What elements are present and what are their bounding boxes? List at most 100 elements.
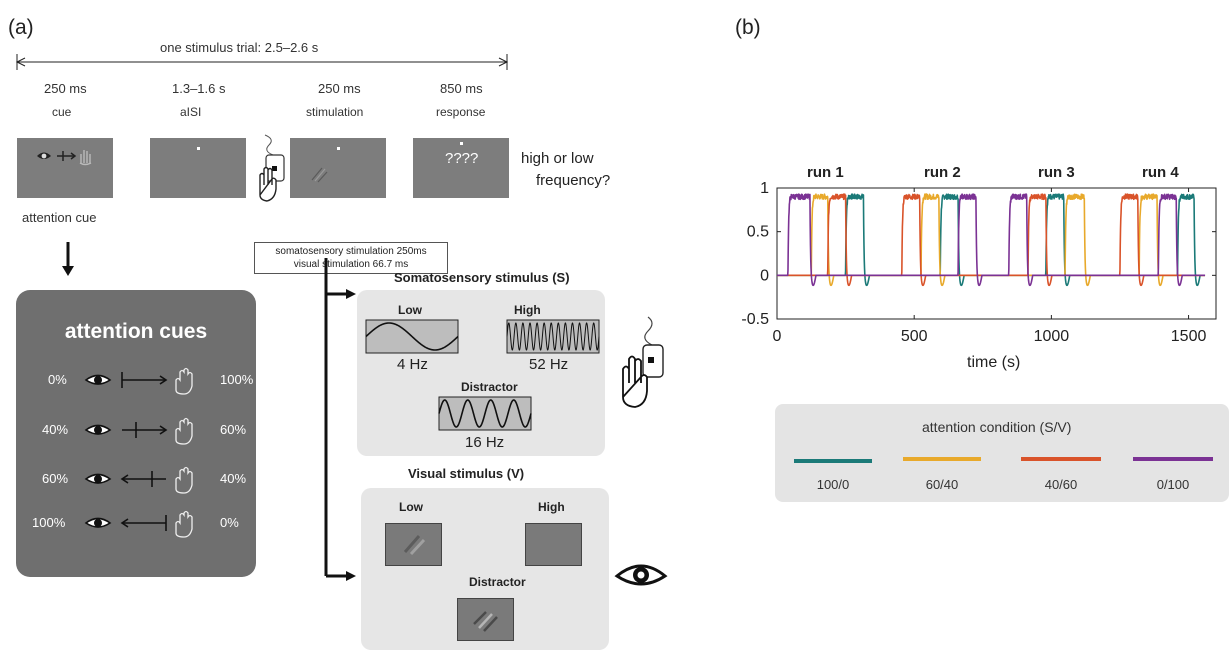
cue-row-3-right: 40% xyxy=(220,471,247,486)
legend-line-40-60 xyxy=(1021,457,1101,461)
cue-row-4-glyphs xyxy=(84,510,193,538)
cue-row-3-left: 60% xyxy=(42,471,69,486)
cue-arrow-head xyxy=(159,425,168,435)
hand-icon xyxy=(175,510,193,538)
run-label-3: run 3 xyxy=(1038,164,1075,181)
stimulation-screen xyxy=(290,138,386,198)
eye-icon xyxy=(614,564,668,586)
eye-pupil xyxy=(94,519,102,527)
x-tick-label: 1500 xyxy=(1171,328,1207,345)
phase-cue-name: cue xyxy=(52,105,72,119)
cue-row-2-right: 60% xyxy=(220,422,247,437)
legend-label-60-40: 60/40 xyxy=(925,477,959,492)
phase-stim-name: stimulation xyxy=(306,105,364,119)
legend-line-60-40 xyxy=(903,457,981,461)
x-tick-label: 500 xyxy=(901,328,928,345)
visual-distractor-patch xyxy=(457,598,514,641)
phase-resp-duration: 850 ms xyxy=(440,81,483,96)
phase-stim-duration: 250 ms xyxy=(318,81,361,96)
stim-duration-note: somatosensory stimulation 250ms visual s… xyxy=(254,242,448,274)
y-tick-label: 0 xyxy=(760,267,769,284)
somato-title: Somatosensory stimulus (S) xyxy=(394,270,570,285)
gabor-low xyxy=(403,535,426,556)
somato-high-wave xyxy=(506,319,600,354)
eye-pupil xyxy=(94,426,102,434)
x-tick-label: 1000 xyxy=(1034,328,1070,345)
eye-pupil xyxy=(94,376,102,384)
visual-title: Visual stimulus (V) xyxy=(408,466,525,481)
legend-line-0-100 xyxy=(1133,457,1213,461)
y-tick-label: 0.5 xyxy=(747,224,769,241)
series-line-0-100 xyxy=(776,193,1206,287)
attention-cue-glyphs xyxy=(84,367,193,538)
run-label-4: run 4 xyxy=(1142,164,1179,181)
cue-row-2-glyphs xyxy=(84,417,193,445)
legend-label-100-0: 100/0 xyxy=(816,477,850,492)
attention-cue-caption: attention cue xyxy=(22,210,97,225)
visual-high-patch xyxy=(525,523,582,566)
cue-row-2-left: 40% xyxy=(42,422,69,437)
somato-distractor-freq: 16 Hz xyxy=(465,434,505,451)
cue-row-4-left: 100% xyxy=(32,515,66,530)
sine-wave xyxy=(506,322,600,351)
visual-low-patch xyxy=(385,523,442,566)
trial-span-label: one stimulus trial: 2.5–2.6 s xyxy=(160,40,319,55)
mouse-hand-icon xyxy=(259,134,285,202)
x-axis-label: time (s) xyxy=(967,354,1021,371)
cue-arrow-head xyxy=(120,518,129,528)
somato-high-freq: 52 Hz xyxy=(529,356,569,373)
cue-arrow-head xyxy=(120,474,129,484)
hand-icon xyxy=(175,367,193,395)
visual-low-label: Low xyxy=(399,500,423,514)
trial-span-arrow xyxy=(15,54,509,70)
gabor-patch xyxy=(311,167,328,183)
hand-mouse-icon xyxy=(622,316,664,408)
somato-distractor-wave xyxy=(438,396,532,431)
phase-resp-name: response xyxy=(436,105,486,119)
somato-low-freq: 4 Hz xyxy=(397,356,428,373)
fixation-dot xyxy=(337,147,340,150)
down-arrow xyxy=(62,242,74,276)
somato-stimulus-box: Low High 4 Hz 52 Hz Distractor 16 Hz xyxy=(357,290,605,456)
stimulus-bracket xyxy=(324,258,356,581)
fixation-dot xyxy=(460,142,463,145)
cue-screen xyxy=(17,138,113,198)
phase-cue-duration: 250 ms xyxy=(44,81,87,96)
sine-wave xyxy=(365,322,459,351)
panel-b-label: (b) xyxy=(735,16,761,39)
fixation-dot xyxy=(197,147,200,150)
response-text: ???? xyxy=(445,150,479,167)
question-line-2: frequency? xyxy=(536,172,611,189)
cue-row-1-right: 100% xyxy=(220,372,254,387)
gabor-distractor xyxy=(473,611,498,632)
cue-row-3-glyphs xyxy=(84,466,193,494)
somato-distractor-label: Distractor xyxy=(461,380,518,394)
visual-distractor-label: Distractor xyxy=(469,575,526,589)
stim-note-line-2: visual stimulation 66.7 ms xyxy=(293,259,409,270)
cue-row-1-left: 0% xyxy=(48,372,67,387)
y-tick-label: 1 xyxy=(760,180,769,197)
cue-arrow-head xyxy=(159,375,168,385)
run-label-1: run 1 xyxy=(807,164,844,181)
hand-icon xyxy=(175,417,193,445)
attention-cues-title: attention cues xyxy=(64,320,208,343)
phase-aisi-name: aISI xyxy=(180,105,202,119)
visual-high-label: High xyxy=(538,500,565,514)
cue-row-4-right: 0% xyxy=(220,515,239,530)
sine-wave xyxy=(438,399,532,428)
legend-label-0-100: 0/100 xyxy=(1156,477,1190,492)
cue-screen-eye-hand-icon xyxy=(37,150,92,166)
phase-aisi-duration: 1.3–1.6 s xyxy=(172,81,226,96)
eye-pupil xyxy=(94,475,102,483)
panel-a-label: (a) xyxy=(8,16,34,39)
attention-cues-box: attention cues 0% 100% 40% 60% 60% 40% 1… xyxy=(16,290,256,577)
response-screen: ???? xyxy=(413,138,509,198)
cue-row-1-glyphs xyxy=(84,367,193,395)
stim-note-line-1: somatosensory stimulation 250ms xyxy=(275,246,427,257)
x-tick-label: 0 xyxy=(773,328,782,345)
y-tick-label: -0.5 xyxy=(741,311,769,328)
aisi-screen xyxy=(150,138,246,198)
visual-stimulus-box: Low High Distractor xyxy=(361,488,609,650)
legend-box: attention condition (S/V) 100/0 60/40 40… xyxy=(775,404,1229,502)
